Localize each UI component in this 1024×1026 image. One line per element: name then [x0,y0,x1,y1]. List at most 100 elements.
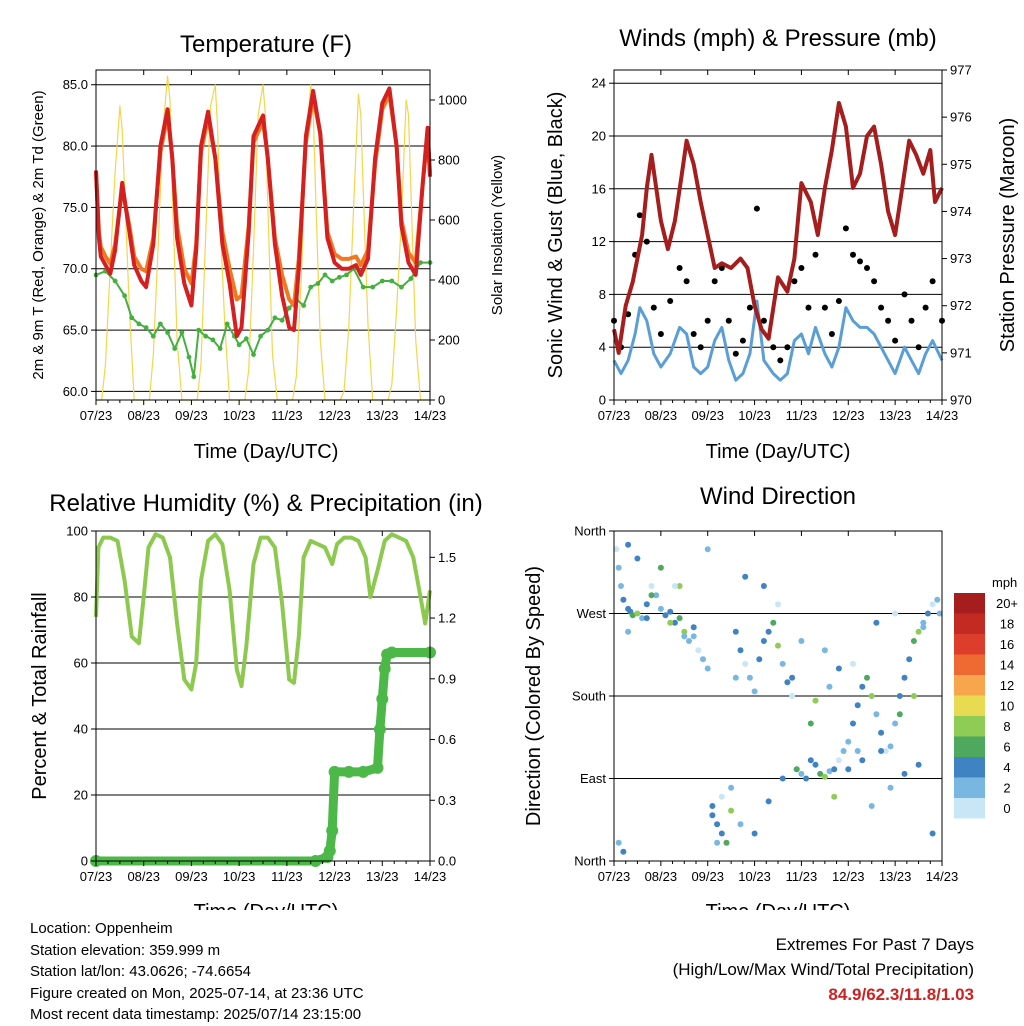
direction-point [615,564,622,571]
y-tick-label: East [580,771,606,786]
direction-point [718,830,725,837]
y-tick-label: 24 [592,76,606,91]
gust-point [650,304,657,311]
precipitation-point [342,765,355,778]
humidity-y-title: Percent & Total Rainfall [29,592,51,800]
x-tick-label: 08/23 [645,408,678,423]
direction-point [751,688,758,695]
gust-point [864,265,870,271]
temp-2m-line [94,86,432,339]
gust-point [753,205,760,212]
gust-point [704,317,711,324]
direction-point [634,555,641,562]
direction-point [625,628,632,635]
direction-point [709,812,716,819]
direction-point [690,633,697,640]
direction-point [704,665,711,672]
legend-title: mph [992,575,1017,590]
direction-point [643,615,650,622]
pressure-line [612,101,944,355]
pressure-y-title: Station Pressure (Maroon) [997,118,1019,353]
direction-point [742,660,749,667]
direction-point [648,583,655,589]
direction-point [728,784,735,791]
y-right-tick-label: 0.9 [438,671,456,686]
gust-point [760,317,767,324]
gust-point [915,344,922,351]
wind-direction-panel: Wind Direction 07/23 08/23 09/23 10/23 11/23… [523,483,1018,910]
direction-point [737,821,744,828]
direction-point [751,830,758,837]
gust-point [770,344,777,351]
legend-swatch [954,675,985,696]
precipitation-point [326,824,339,837]
y-tick-label: 75.0 [63,200,88,215]
y-tick-label: 80.0 [63,139,88,154]
legend-label: 2 [1003,781,1010,796]
direction-point [681,628,688,635]
y-tick-label: 80 [74,590,88,605]
x-tick-label: 08/23 [127,869,160,884]
direction-point [906,656,913,663]
x-tick-label: 09/23 [691,408,724,423]
x-tick-label: 14/23 [414,869,447,884]
direction-point [835,665,842,672]
station-elevation: Station elevation: 359.999 m [30,941,221,959]
direction-point [929,830,936,837]
direction-point [779,660,786,667]
direction-point [826,683,833,690]
direction-point [618,583,624,589]
y-right-tick-label: 975 [950,157,972,172]
sonic-wind-line [612,299,944,382]
x-tick-label: 13/23 [879,869,912,884]
gust-point [676,265,683,271]
temperature-y-ticks: 60.0 65.0 70.0 75.0 80.0 85.0 [63,77,96,399]
gust-point [901,291,908,298]
gust-point [805,304,812,311]
direction-x-title: Time (Day/UTC) [706,901,851,910]
direction-point [910,638,917,644]
temperature-x-title: Time (Day/UTC) [194,441,339,463]
extremes-heading: Extremes For Past 7 Days [775,935,974,954]
direction-point [910,693,917,699]
direction-point [629,612,636,619]
legend-label: 12 [1000,678,1014,693]
direction-point [807,757,814,764]
direction-point [634,610,641,617]
direction-point [737,647,744,654]
wind-y-title: Sonic Wind & Gust (Blue, Black) [545,92,567,379]
wind-pressure-title: Winds (mph) & Pressure (mb) [619,25,936,52]
direction-point [896,693,903,699]
wind-x-ticks: 07/23 08/23 09/23 10/23 11/23 12/23 13/23 14/23 [598,70,958,423]
y-right-tick-label: 974 [950,204,972,219]
direction-point [742,573,749,580]
direction-point [789,674,796,681]
legend-swatch [954,716,985,737]
humidity-x-title: Time (Day/UTC) [194,901,339,910]
legend-swatch [954,695,985,716]
y-tick-label: 40 [74,722,88,737]
gust-point [878,304,885,311]
direction-gridlines [614,530,942,862]
direction-point [723,839,730,846]
precipitation-point [371,761,384,774]
direction-point [934,596,941,603]
y-right-tick-label: 0.0 [438,854,456,869]
direction-point [850,660,856,667]
y-tick-label: 85.0 [63,77,88,92]
most-recent-timestamp: Most recent data timestamp: 2025/07/14 2… [30,1006,362,1023]
legend-swatch [954,777,985,798]
direction-point [887,784,894,791]
x-tick-label: 10/23 [738,408,771,423]
direction-point [845,738,852,745]
direction-point [643,601,650,608]
legend-label: 10 [1000,699,1014,714]
x-tick-label: 10/23 [223,869,256,884]
direction-point [854,748,861,754]
temperature-x-ticks: 07/23 08/23 09/23 10/23 11/23 12/23 13/23 14/23 [80,70,446,423]
direction-point [700,656,706,663]
y-tick-label: 20 [592,129,606,144]
direction-point [714,839,721,846]
gust-point [885,317,892,324]
direction-point [704,546,711,553]
